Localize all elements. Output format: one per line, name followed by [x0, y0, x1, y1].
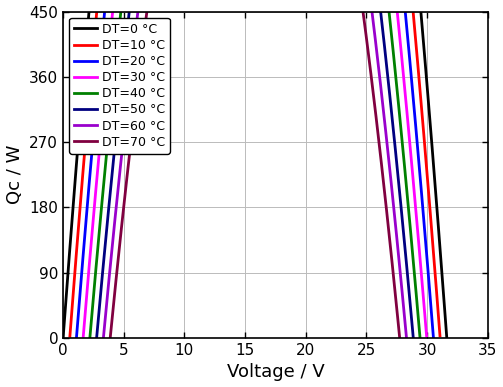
DT=60 °C [104, 303, 110, 308]
Line: DT=30 °C: DT=30 °C [83, 0, 427, 336]
DT=60 °C [101, 335, 107, 339]
Line: DT=20 °C: DT=20 °C [76, 0, 434, 337]
DT=20 °C [431, 335, 437, 339]
X-axis label: Voltage / V: Voltage / V [226, 363, 324, 382]
DT=30 °C [424, 334, 430, 338]
DT=60 °C [394, 240, 400, 245]
Line: DT=10 °C: DT=10 °C [70, 0, 440, 336]
DT=0 °C [85, 29, 91, 34]
DT=30 °C [80, 334, 87, 339]
DT=40 °C [87, 336, 93, 340]
DT=40 °C [411, 265, 417, 269]
DT=70 °C [129, 129, 135, 134]
DT=10 °C [67, 334, 73, 339]
DT=70 °C [142, 21, 148, 26]
Line: DT=60 °C: DT=60 °C [104, 0, 406, 337]
Legend: DT=0 °C, DT=10 °C, DT=20 °C, DT=30 °C, DT=40 °C, DT=50 °C, DT=60 °C, DT=70 °C: DT=0 °C, DT=10 °C, DT=20 °C, DT=30 °C, D… [69, 18, 170, 154]
Line: DT=70 °C: DT=70 °C [110, 0, 399, 337]
Line: DT=40 °C: DT=40 °C [90, 0, 420, 338]
DT=50 °C [410, 335, 416, 339]
Line: DT=50 °C: DT=50 °C [97, 0, 413, 337]
DT=70 °C [396, 335, 402, 339]
DT=0 °C [60, 336, 66, 340]
DT=20 °C [73, 335, 79, 340]
DT=60 °C [403, 334, 409, 339]
DT=20 °C [94, 89, 100, 93]
Y-axis label: Qc / W: Qc / W [6, 145, 24, 204]
DT=40 °C [105, 135, 111, 140]
DT=50 °C [94, 335, 100, 340]
DT=50 °C [97, 298, 103, 302]
DT=40 °C [417, 335, 423, 340]
DT=70 °C [107, 335, 113, 340]
DT=10 °C [437, 333, 443, 338]
DT=0 °C [444, 335, 450, 340]
Line: DT=0 °C: DT=0 °C [63, 0, 447, 338]
